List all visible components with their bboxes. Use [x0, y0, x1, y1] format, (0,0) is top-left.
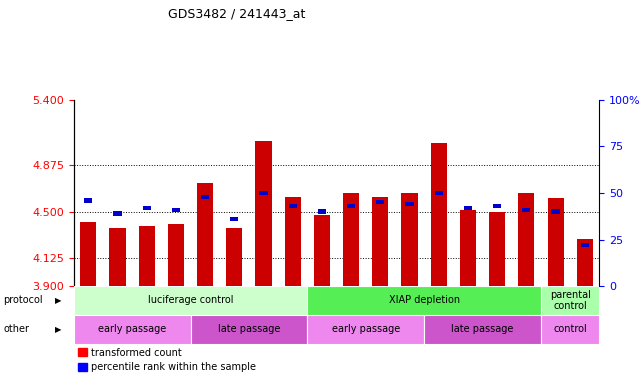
Bar	[84, 198, 92, 203]
Bar	[577, 239, 593, 286]
Bar	[431, 143, 447, 286]
Bar	[80, 222, 96, 286]
Bar	[113, 211, 122, 216]
Bar	[347, 204, 355, 208]
Text: other: other	[3, 324, 29, 334]
Bar	[547, 198, 563, 286]
Bar	[314, 215, 330, 286]
Bar	[197, 183, 213, 286]
Bar	[464, 206, 472, 210]
Text: late passage: late passage	[218, 324, 280, 334]
Bar	[460, 210, 476, 286]
Bar	[541, 315, 599, 344]
Bar	[201, 195, 209, 199]
Bar	[581, 243, 589, 247]
Bar	[226, 228, 242, 286]
Text: early passage: early passage	[331, 324, 400, 334]
Bar	[74, 286, 307, 315]
Bar	[288, 204, 297, 208]
Bar	[168, 224, 184, 286]
Text: GDS3482 / 241443_at: GDS3482 / 241443_at	[169, 8, 306, 20]
Bar	[424, 315, 541, 344]
Bar	[489, 212, 505, 286]
Text: late passage: late passage	[451, 324, 513, 334]
Bar	[343, 193, 359, 286]
Bar	[401, 193, 417, 286]
Text: XIAP depletion: XIAP depletion	[388, 295, 460, 306]
Bar	[376, 200, 385, 204]
Bar	[541, 286, 599, 315]
Bar	[230, 217, 238, 221]
Bar	[256, 141, 272, 286]
Bar	[519, 193, 535, 286]
Bar	[435, 191, 443, 195]
Text: protocol: protocol	[3, 295, 43, 306]
Text: ▶: ▶	[54, 296, 61, 305]
Text: parental
control: parental control	[550, 290, 590, 311]
Bar	[372, 197, 388, 286]
Bar	[318, 209, 326, 214]
Text: luciferage control: luciferage control	[148, 295, 233, 306]
Bar	[260, 191, 267, 195]
Bar	[406, 202, 413, 206]
Bar	[307, 286, 541, 315]
Legend: transformed count, percentile rank within the sample: transformed count, percentile rank withi…	[74, 344, 260, 376]
Bar	[307, 315, 424, 344]
Text: early passage: early passage	[98, 324, 166, 334]
Bar	[110, 228, 126, 286]
Text: control: control	[553, 324, 587, 334]
Bar	[493, 204, 501, 208]
Bar	[285, 197, 301, 286]
Bar	[522, 207, 530, 212]
Bar	[172, 207, 180, 212]
Text: ▶: ▶	[54, 325, 61, 334]
Bar	[190, 315, 307, 344]
Bar	[143, 206, 151, 210]
Bar	[74, 315, 190, 344]
Bar	[551, 209, 560, 214]
Bar	[138, 227, 154, 286]
